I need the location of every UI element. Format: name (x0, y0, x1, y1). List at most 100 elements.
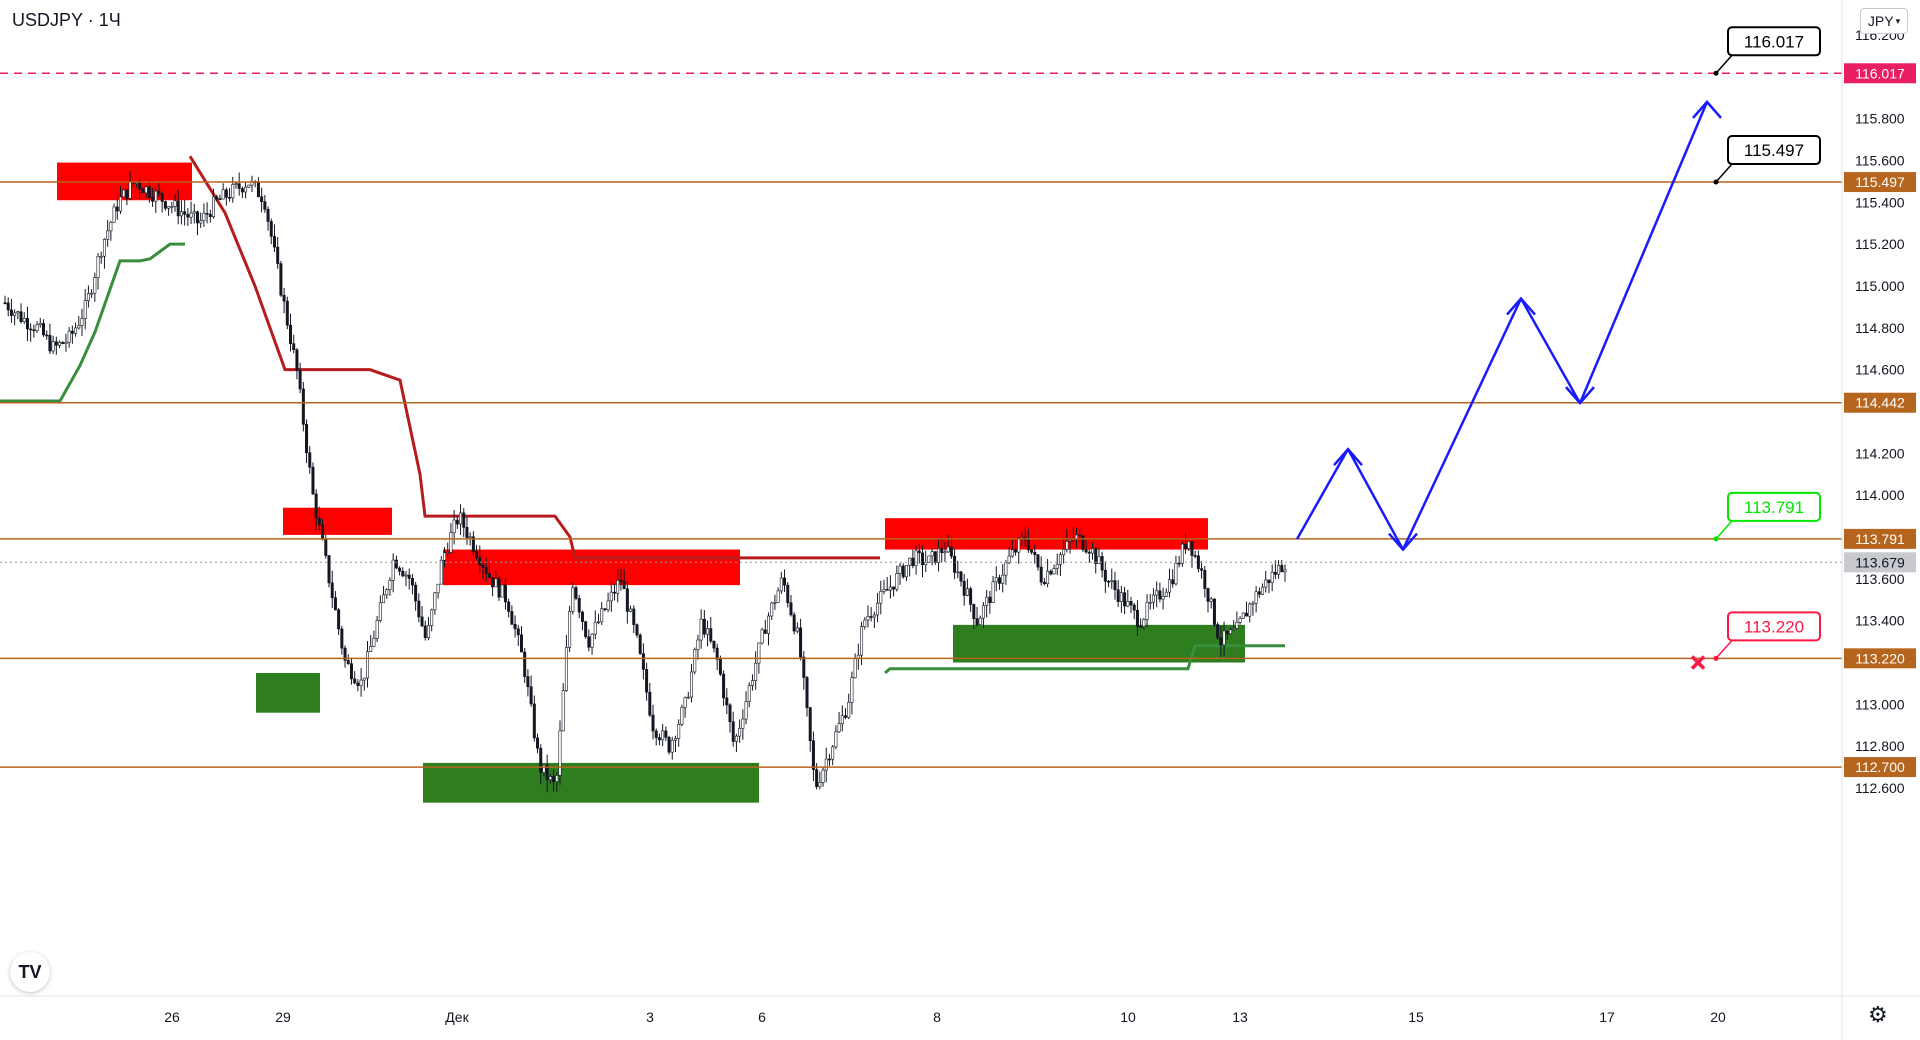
candle-body (738, 727, 742, 737)
candle-body (860, 626, 864, 656)
candle-body (212, 196, 216, 218)
candle-body (731, 721, 735, 742)
candle-body (1251, 602, 1255, 605)
candle-body (404, 574, 408, 577)
time-tick-label: 26 (164, 1009, 180, 1025)
callout-label: 116.017 (1744, 32, 1804, 51)
tradingview-logo-icon[interactable]: TV (10, 952, 50, 992)
candle-body (750, 680, 754, 686)
chevron-down-icon: ▾ (1895, 15, 1901, 26)
candle-body (1026, 539, 1030, 551)
candle-body (606, 600, 610, 611)
candle-body (298, 370, 302, 390)
candle-body (1065, 540, 1069, 550)
candle-body (471, 536, 475, 552)
candle-body (571, 587, 575, 612)
callout-label: 113.791 (1744, 498, 1804, 517)
candle-body (138, 182, 142, 190)
forecast-segment (1295, 448, 1350, 540)
demand-zone (423, 762, 759, 803)
candle-body (715, 647, 719, 660)
current-price-label: 113.679 (1855, 554, 1905, 570)
candle-body (953, 555, 957, 573)
candle-body (985, 596, 989, 606)
candle-body (811, 740, 815, 770)
candle-body (545, 764, 549, 781)
candle-body (1151, 594, 1155, 603)
candle-body (109, 222, 113, 232)
candle-body (202, 212, 206, 222)
trail-up-line (884, 644, 1285, 675)
candle-body (324, 539, 328, 556)
interval-label: 1Ч (98, 10, 121, 30)
candle-body (80, 318, 84, 326)
candle-body (410, 578, 414, 586)
candle-body (683, 697, 687, 708)
price-tick-label: 115.800 (1855, 111, 1905, 127)
candle-body (388, 580, 392, 590)
candle-body (1190, 541, 1194, 556)
candle-body (847, 701, 851, 718)
candle-body (850, 677, 854, 703)
price-tick-label: 112.800 (1855, 738, 1905, 754)
candle-body (1171, 579, 1175, 585)
candle-body (430, 609, 434, 626)
candle-body (593, 622, 597, 635)
candle-body (1241, 612, 1245, 619)
symbol-title[interactable]: USDJPY · 1Ч (12, 10, 121, 31)
candle-body (356, 682, 360, 686)
candle-body (1235, 622, 1239, 629)
candle-body (779, 577, 783, 592)
candle-body (67, 330, 71, 343)
candle-body (596, 621, 600, 624)
candle-body (128, 181, 132, 199)
candle-body (375, 620, 379, 639)
candle-body (83, 300, 87, 319)
time-tick-label: 17 (1599, 1009, 1615, 1025)
candle-body (135, 182, 139, 185)
currency-dropdown[interactable]: JPY ▾ (1860, 8, 1908, 34)
candle-body (234, 183, 238, 185)
candle-body (221, 189, 225, 200)
candle-body (77, 325, 81, 329)
candle-body (442, 552, 446, 561)
candle-body (1177, 562, 1181, 565)
candle-body (831, 746, 835, 760)
candle-body (869, 616, 873, 618)
candle-body (173, 200, 177, 207)
candle-body (500, 584, 504, 598)
candle-body (574, 587, 578, 599)
candle-body (959, 571, 963, 582)
candle-body (872, 614, 876, 618)
candle-body (837, 723, 841, 733)
price-level-label: 113.791 (1855, 531, 1905, 547)
gear-icon[interactable]: ⚙ (1868, 1002, 1888, 1027)
candle-body (564, 647, 568, 691)
candle-body (699, 618, 703, 641)
candle-body (362, 677, 366, 681)
forecast-segment (1519, 297, 1582, 404)
candle-body (314, 493, 318, 519)
currency-label: JPY (1867, 13, 1894, 29)
candle-body (969, 588, 973, 605)
candle-body (930, 551, 934, 557)
candle-body (1017, 538, 1021, 553)
candle-body (1033, 551, 1037, 556)
candle-body (497, 578, 501, 598)
candle-body (799, 627, 803, 658)
forecast-segment (1578, 101, 1709, 404)
candle-body (54, 341, 58, 346)
candle-body (446, 552, 450, 554)
candle-body (792, 614, 796, 632)
candle-body (195, 211, 199, 224)
callout-box (1727, 611, 1821, 642)
candle-body (423, 625, 427, 639)
candle-body (1129, 601, 1133, 606)
callout-pointer (1715, 163, 1733, 183)
candle-body (584, 621, 588, 638)
price-tick-label: 112.600 (1855, 780, 1905, 796)
forecast-segment (1401, 298, 1523, 551)
candle-body (625, 588, 629, 612)
candle-body (1254, 591, 1258, 604)
